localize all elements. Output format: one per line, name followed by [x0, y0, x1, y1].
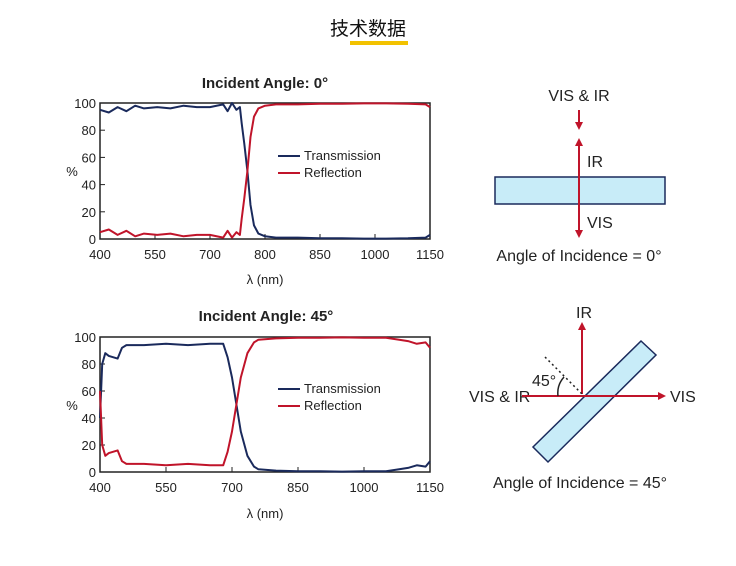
legend: Transmission Reflection — [278, 148, 381, 180]
chart-45deg: Incident Angle: 45° 0 20 40 60 80 100 400 550 7… — [66, 308, 444, 521]
x-tick-label: 1150 — [416, 247, 444, 262]
x-tick-label: 850 — [287, 480, 309, 495]
x-tick-label: 850 — [309, 247, 331, 262]
legend-label-transmission: Transmission — [304, 148, 381, 163]
normal-line — [544, 356, 585, 397]
y-tick-label: 60 — [82, 150, 96, 165]
incident-label: VIS & IR — [469, 389, 530, 406]
y-tick-label: 60 — [82, 384, 96, 399]
y-tick-label: 0 — [89, 465, 96, 480]
y-tick-label: 0 — [89, 232, 96, 247]
y-tick-label: 40 — [82, 411, 96, 426]
series-line-transmission — [99, 102, 431, 240]
series-lines — [99, 102, 431, 240]
x-tick-label: 700 — [221, 480, 243, 495]
x-tick-label: 1150 — [416, 480, 444, 495]
series-line-reflection — [99, 102, 431, 239]
chart-title: Incident Angle: 45° — [199, 308, 334, 325]
diagram-0deg: VIS & IR IR VIS Angle of Incidence = 0° — [494, 88, 666, 265]
y-ticks: 0 20 40 60 80 100 — [74, 96, 105, 247]
y-tick-label: 100 — [74, 96, 96, 111]
legend-label-transmission: Transmission — [304, 381, 381, 396]
y-tick-label: 20 — [82, 438, 96, 453]
transmitted-label: VIS — [670, 389, 696, 406]
page-title: 技术数据 — [329, 19, 406, 40]
diagram-caption: Angle of Incidence = 0° — [496, 248, 661, 265]
series-lines — [99, 336, 431, 473]
chart-title: Incident Angle: 0° — [202, 75, 328, 92]
transmitted-label: VIS — [587, 215, 613, 232]
x-tick-label: 550 — [155, 480, 177, 495]
series-line-reflection — [99, 336, 431, 467]
x-tick-label: 1000 — [350, 480, 379, 495]
diagram-caption: Angle of Incidence = 45° — [493, 475, 667, 492]
y-axis-label: % — [66, 164, 78, 179]
angle-label: 45° — [532, 373, 556, 390]
series-line-transmission — [99, 342, 431, 473]
y-tick-label: 100 — [74, 330, 96, 345]
plot-frame — [99, 336, 431, 473]
reflected-label: IR — [587, 154, 603, 171]
legend-label-reflection: Reflection — [304, 398, 362, 413]
angle-arc — [557, 376, 565, 397]
incident-label: VIS & IR — [548, 88, 609, 105]
x-tick-label: 700 — [199, 247, 221, 262]
y-tick-label: 40 — [82, 178, 96, 193]
diagram-45deg: IR VIS & IR VIS 45° Angle of Incidence =… — [469, 305, 696, 492]
legend: Transmission Reflection — [278, 381, 381, 413]
y-tick-label: 80 — [82, 123, 96, 138]
x-ticks: 400 550 700 850 1000 1150 — [89, 467, 444, 495]
x-axis-label: λ (nm) — [247, 506, 284, 521]
y-tick-label: 80 — [82, 357, 96, 372]
y-ticks: 0 20 40 60 80 100 — [74, 330, 105, 480]
title-underline — [350, 41, 408, 45]
legend-label-reflection: Reflection — [304, 165, 362, 180]
glass-plate — [531, 339, 658, 464]
chart-0deg: Incident Angle: 0° 0 20 40 60 80 100 400 550 70… — [66, 75, 444, 287]
x-axis-label: λ (nm) — [247, 272, 284, 287]
x-tick-label: 400 — [89, 247, 111, 262]
x-tick-label: 1000 — [361, 247, 390, 262]
plot-frame — [99, 102, 431, 240]
x-tick-label: 550 — [144, 247, 166, 262]
reflected-label: IR — [576, 305, 592, 322]
y-axis-label: % — [66, 398, 78, 413]
x-tick-label: 800 — [254, 247, 276, 262]
x-tick-label: 400 — [89, 480, 111, 495]
y-tick-label: 20 — [82, 205, 96, 220]
